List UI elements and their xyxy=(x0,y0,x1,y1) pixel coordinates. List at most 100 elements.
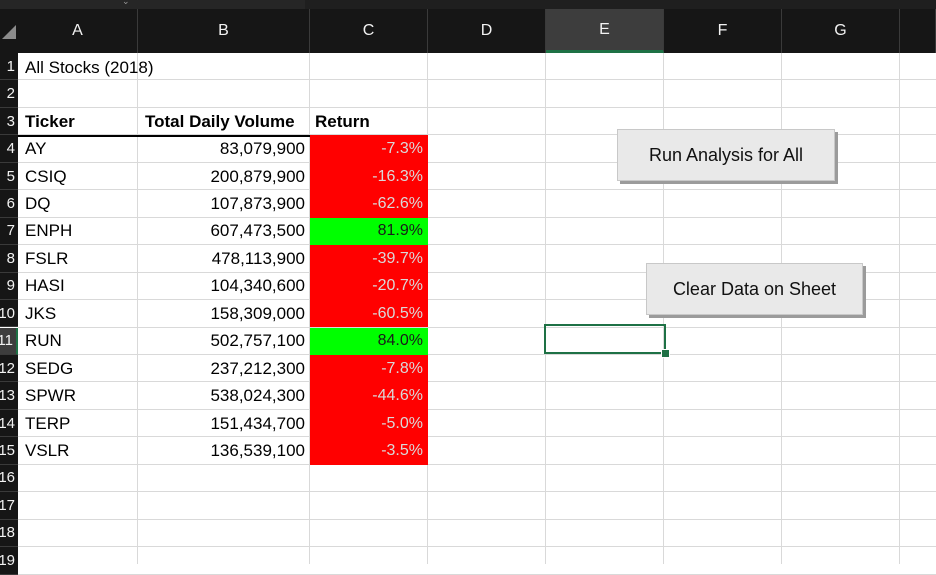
gridline-horizontal xyxy=(18,573,936,575)
gridline-horizontal xyxy=(18,436,936,438)
gridline-horizontal xyxy=(18,546,936,548)
gridline-horizontal xyxy=(18,271,936,273)
gridline-horizontal xyxy=(18,189,936,191)
column-header-g[interactable]: G xyxy=(782,9,900,53)
return-cell[interactable]: -60.5% xyxy=(310,300,428,328)
volume-cell[interactable]: 158,309,000 xyxy=(210,303,305,323)
column-header-b[interactable]: B xyxy=(138,9,310,53)
return-cell[interactable]: -16.3% xyxy=(310,162,428,191)
ticker-cell[interactable]: SPWR xyxy=(25,386,76,406)
row-header-5[interactable]: 5 xyxy=(0,162,18,191)
row-header-7[interactable]: 7 xyxy=(0,217,18,246)
ticker-cell[interactable]: CSIQ xyxy=(25,166,67,186)
clear-data-button[interactable]: Clear Data on Sheet xyxy=(646,263,863,315)
return-cell[interactable]: -5.0% xyxy=(310,409,428,438)
row-header-1[interactable]: 1 xyxy=(0,53,18,81)
name-box[interactable] xyxy=(0,0,305,9)
return-cell[interactable]: -20.7% xyxy=(310,272,428,301)
row-header-12[interactable]: 12 xyxy=(0,354,18,383)
volume-cell[interactable]: 237,212,300 xyxy=(210,358,305,378)
return-header[interactable]: Return xyxy=(315,112,370,131)
gridline-horizontal xyxy=(18,216,936,218)
gridline-horizontal xyxy=(18,353,936,355)
gridline-horizontal xyxy=(18,381,936,383)
top-toolbar-strip: ⌄ xyxy=(0,0,936,9)
column-header-c[interactable]: C xyxy=(310,9,428,53)
chevron-down-icon[interactable]: ⌄ xyxy=(122,0,130,6)
column-header-f[interactable]: F xyxy=(664,9,782,53)
fill-handle[interactable] xyxy=(661,349,670,358)
row-header-13[interactable]: 13 xyxy=(0,382,18,410)
gridline-horizontal xyxy=(18,463,936,465)
volume-cell[interactable]: 538,024,300 xyxy=(210,386,305,406)
gridline-vertical xyxy=(137,53,138,564)
volume-header[interactable]: Total Daily Volume xyxy=(145,112,295,131)
ticker-cell[interactable]: TERP xyxy=(25,413,71,433)
gridline-vertical xyxy=(899,53,900,564)
run-analysis-all-button[interactable]: Run Analysis for All xyxy=(617,129,835,181)
volume-cell[interactable]: 200,879,900 xyxy=(210,166,305,186)
row-header-3[interactable]: 3 xyxy=(0,107,18,136)
return-cell[interactable]: -39.7% xyxy=(310,245,428,273)
row-header-4[interactable]: 4 xyxy=(0,135,18,163)
return-cell[interactable]: -3.5% xyxy=(310,437,428,465)
return-cell[interactable]: -7.3% xyxy=(310,135,428,163)
row-header-18[interactable]: 18 xyxy=(0,519,18,548)
return-cell[interactable]: -62.6% xyxy=(310,190,428,218)
volume-cell[interactable]: 607,473,500 xyxy=(210,221,305,241)
gridline-horizontal xyxy=(18,408,936,410)
ticker-header[interactable]: Ticker xyxy=(25,112,75,131)
ticker-cell[interactable]: SEDG xyxy=(25,358,74,378)
gridline-horizontal xyxy=(18,244,936,246)
ticker-cell[interactable]: DQ xyxy=(25,193,51,213)
gridline-horizontal xyxy=(18,79,936,81)
select-all-corner[interactable] xyxy=(0,9,18,53)
column-header-a[interactable]: A xyxy=(18,9,138,53)
volume-cell[interactable]: 83,079,900 xyxy=(219,139,305,159)
gridline-vertical xyxy=(545,53,546,564)
volume-cell[interactable]: 151,434,700 xyxy=(210,413,305,433)
row-header-14[interactable]: 14 xyxy=(0,409,18,438)
ticker-cell[interactable]: AY xyxy=(25,139,47,159)
return-cell[interactable]: 84.0% xyxy=(310,327,428,355)
ticker-cell[interactable]: FSLR xyxy=(25,248,69,268)
column-header-e[interactable]: E xyxy=(546,9,664,53)
column-header-d[interactable]: D xyxy=(428,9,546,53)
volume-cell[interactable]: 478,113,900 xyxy=(211,248,305,268)
gridline-vertical xyxy=(309,53,310,564)
row-header-15[interactable]: 15 xyxy=(0,437,18,465)
volume-cell[interactable]: 136,539,100 xyxy=(210,441,305,461)
row-header-10[interactable]: 10 xyxy=(0,300,18,328)
ticker-cell[interactable]: RUN xyxy=(25,331,62,351)
row-header-17[interactable]: 17 xyxy=(0,492,18,520)
active-cell-selection[interactable] xyxy=(544,324,666,354)
gridline-horizontal xyxy=(18,326,936,328)
volume-cell[interactable]: 107,873,900 xyxy=(210,193,305,213)
row-header-6[interactable]: 6 xyxy=(0,190,18,218)
sheet-title-cell[interactable]: All Stocks (2018) xyxy=(25,57,154,77)
gridline-horizontal xyxy=(18,299,936,301)
ticker-cell[interactable]: JKS xyxy=(25,303,57,323)
row-header-19[interactable]: 19 xyxy=(0,547,18,575)
row-header-16[interactable]: 16 xyxy=(0,464,18,493)
return-cell[interactable]: -44.6% xyxy=(310,382,428,410)
header-underline xyxy=(18,135,428,137)
gridline-horizontal xyxy=(18,161,936,163)
volume-cell[interactable]: 104,340,600 xyxy=(210,276,305,296)
gridline-horizontal xyxy=(18,491,936,493)
return-cell[interactable]: -7.8% xyxy=(310,354,428,383)
row-header-2[interactable]: 2 xyxy=(0,80,18,108)
row-header-9[interactable]: 9 xyxy=(0,272,18,301)
ticker-cell[interactable]: HASI xyxy=(25,276,65,296)
select-all-icon xyxy=(2,25,16,39)
ticker-cell[interactable]: ENPH xyxy=(25,221,73,241)
ticker-cell[interactable]: VSLR xyxy=(25,441,70,461)
row-header-8[interactable]: 8 xyxy=(0,245,18,273)
gridline-horizontal xyxy=(18,134,936,136)
gridline-horizontal xyxy=(18,106,936,108)
column-header-overflow xyxy=(900,9,936,53)
gridline-horizontal xyxy=(18,518,936,520)
return-cell[interactable]: 81.9% xyxy=(310,217,428,246)
volume-cell[interactable]: 502,757,100 xyxy=(210,331,305,351)
row-header-11[interactable]: 11 xyxy=(0,327,18,355)
